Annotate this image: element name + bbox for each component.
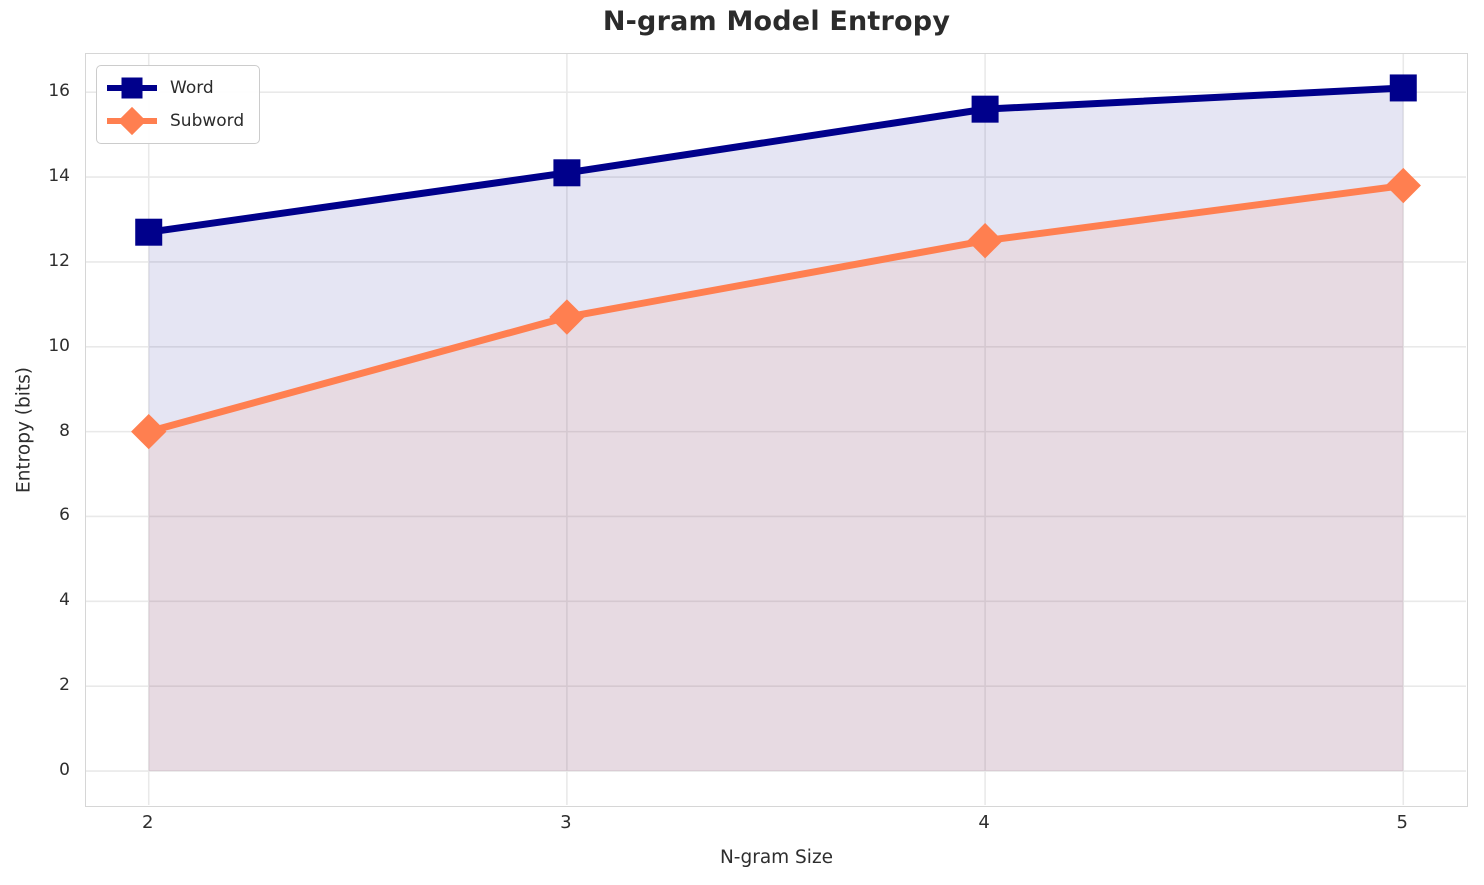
- legend-line-sample: [107, 106, 157, 136]
- y-tick-label: 14: [48, 166, 70, 187]
- chart-title: N-gram Model Entropy: [602, 6, 951, 37]
- y-tick-label: 16: [48, 81, 70, 102]
- legend-item-word: Word: [107, 73, 244, 103]
- legend-line-sample: [107, 73, 157, 103]
- x-tick-label: 2: [141, 812, 154, 833]
- word-point-marker: [1389, 74, 1417, 102]
- y-tick-label: 4: [59, 590, 70, 611]
- subword-line: [147, 182, 1404, 435]
- legend: Word Subword: [96, 65, 261, 144]
- word-point-marker: [971, 95, 999, 123]
- x-axis-label: N-gram Size: [719, 847, 834, 868]
- subword-diamond-marker-icon: [117, 106, 147, 136]
- y-tick-label: 2: [59, 675, 70, 696]
- word-area-fill: [148, 87, 1404, 772]
- y-tick-label: 12: [48, 250, 70, 271]
- word-square-marker-icon: [121, 77, 143, 99]
- y-tick-label: 10: [48, 335, 70, 356]
- subword-point-marker: [967, 223, 1003, 259]
- x-tick-label: 4: [978, 812, 990, 833]
- word-point-marker: [553, 159, 581, 187]
- x-tick-label: 3: [560, 812, 572, 833]
- subword-area-fill: [148, 185, 1404, 772]
- x-tick-label: 5: [1396, 812, 1408, 833]
- plot-area: Word Subword: [85, 53, 1468, 807]
- subword-point-marker: [131, 413, 167, 450]
- y-tick-label: 6: [59, 505, 70, 526]
- y-tick-label: 8: [59, 420, 70, 441]
- plot-canvas: [86, 54, 1466, 805]
- y-tick-label: 0: [59, 760, 70, 781]
- legend-item-label: Subword: [170, 111, 245, 131]
- y-axis-label: Entropy (bits): [13, 367, 35, 493]
- legend-item-subword: Subword: [107, 106, 244, 136]
- legend-item-label: Word: [170, 78, 214, 98]
- word-point-marker: [135, 218, 163, 246]
- word-line: [148, 84, 1404, 236]
